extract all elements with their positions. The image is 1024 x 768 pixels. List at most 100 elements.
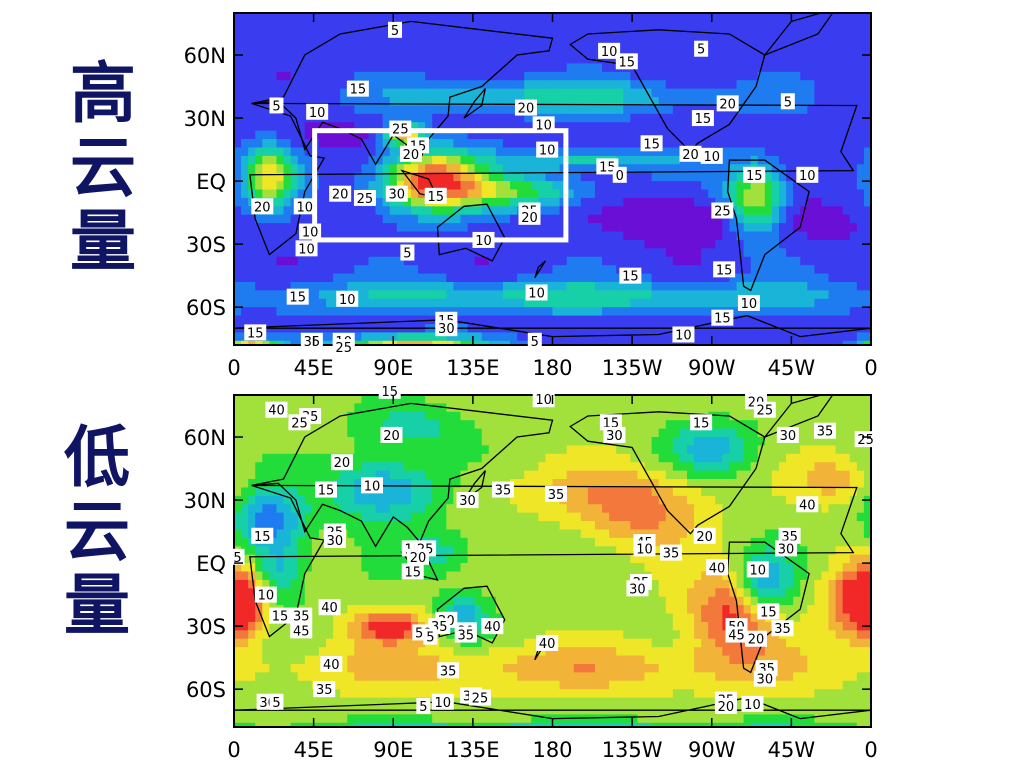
field-cell [531, 63, 539, 73]
field-cell [248, 155, 256, 165]
field-cell [580, 130, 589, 140]
field-cell [488, 315, 497, 325]
field-cell [481, 189, 490, 199]
field-cell [446, 55, 455, 65]
field-cell [234, 420, 242, 430]
field-cell [517, 298, 525, 308]
field-cell [835, 147, 844, 157]
field-cell [587, 470, 596, 480]
field-cell [276, 122, 285, 132]
field-cell [665, 315, 674, 325]
field-cell [495, 155, 504, 165]
field-cell [467, 88, 476, 98]
field-cell [304, 428, 313, 438]
field-cell [587, 197, 596, 207]
field-cell [757, 231, 766, 241]
field-cell [318, 80, 327, 90]
field-cell [708, 470, 716, 480]
field-cell [439, 290, 447, 300]
field-cell [630, 315, 639, 325]
field-cell [821, 298, 830, 308]
field-cell [347, 197, 355, 207]
field-cell [856, 332, 865, 342]
field-cell [587, 420, 596, 430]
field-cell [602, 307, 610, 317]
field-cell [594, 307, 603, 317]
field-cell [262, 470, 270, 480]
field-cell [602, 206, 610, 216]
field-cell [347, 437, 355, 447]
field-cell [276, 46, 285, 56]
field-cell [566, 239, 575, 249]
field-cell [510, 88, 518, 98]
field-cell [821, 470, 830, 480]
field-cell [545, 172, 554, 182]
field-cell [326, 428, 334, 438]
contour-label-text: 10 [339, 293, 356, 308]
field-cell [835, 298, 844, 308]
field-cell [241, 395, 249, 405]
field-cell [637, 214, 646, 224]
field-cell [517, 437, 525, 447]
field-cell [856, 487, 865, 497]
field-cell [488, 189, 497, 199]
field-cell [644, 298, 653, 308]
field-cell [510, 265, 518, 275]
field-cell [609, 248, 617, 258]
field-cell [318, 248, 327, 258]
field-cell [672, 139, 681, 149]
field-cell [793, 130, 801, 140]
field-cell [234, 403, 242, 413]
field-cell [403, 437, 412, 447]
field-cell [686, 395, 695, 405]
field-cell [311, 462, 320, 472]
field-cell [410, 97, 419, 107]
field-cell [778, 231, 787, 241]
field-cell [297, 470, 306, 480]
contour-label: 0 [612, 166, 627, 184]
field-cell [467, 445, 476, 455]
field-cell [679, 420, 688, 430]
field-cell [715, 470, 723, 480]
field-cell [828, 155, 837, 165]
field-cell [786, 21, 794, 31]
field-cell [602, 445, 610, 455]
field-cell [318, 307, 327, 317]
field-cell [665, 105, 674, 115]
field-cell [573, 197, 582, 207]
field-cell [800, 197, 808, 207]
field-cell [502, 239, 511, 249]
field-cell [304, 13, 313, 23]
field-cell [283, 340, 292, 345]
field-cell [403, 80, 412, 90]
field-cell [778, 122, 787, 132]
field-cell [326, 332, 334, 342]
field-cell [616, 155, 624, 165]
field-cell [410, 453, 419, 463]
field-cell [333, 307, 341, 317]
field-cell [764, 21, 773, 31]
field-cell [722, 164, 731, 174]
field-cell [651, 470, 660, 480]
field-cell [800, 290, 808, 300]
field-cell [552, 80, 561, 90]
field-cell [800, 428, 808, 438]
field-cell [786, 479, 794, 489]
field-cell [566, 332, 575, 342]
field-cell [616, 21, 624, 31]
field-cell [368, 273, 377, 283]
field-cell [800, 97, 808, 107]
field-cell [630, 332, 639, 342]
field-cell [297, 130, 306, 140]
field-cell [559, 403, 568, 413]
field-cell [255, 239, 263, 249]
field-cell [439, 437, 447, 447]
field-cell [764, 437, 773, 447]
field-cell [679, 248, 688, 258]
field-cell [743, 487, 752, 497]
field-cell [566, 122, 575, 132]
field-cell [326, 197, 334, 207]
field-cell [793, 181, 801, 191]
field-cell [481, 428, 490, 438]
field-cell [304, 403, 313, 413]
